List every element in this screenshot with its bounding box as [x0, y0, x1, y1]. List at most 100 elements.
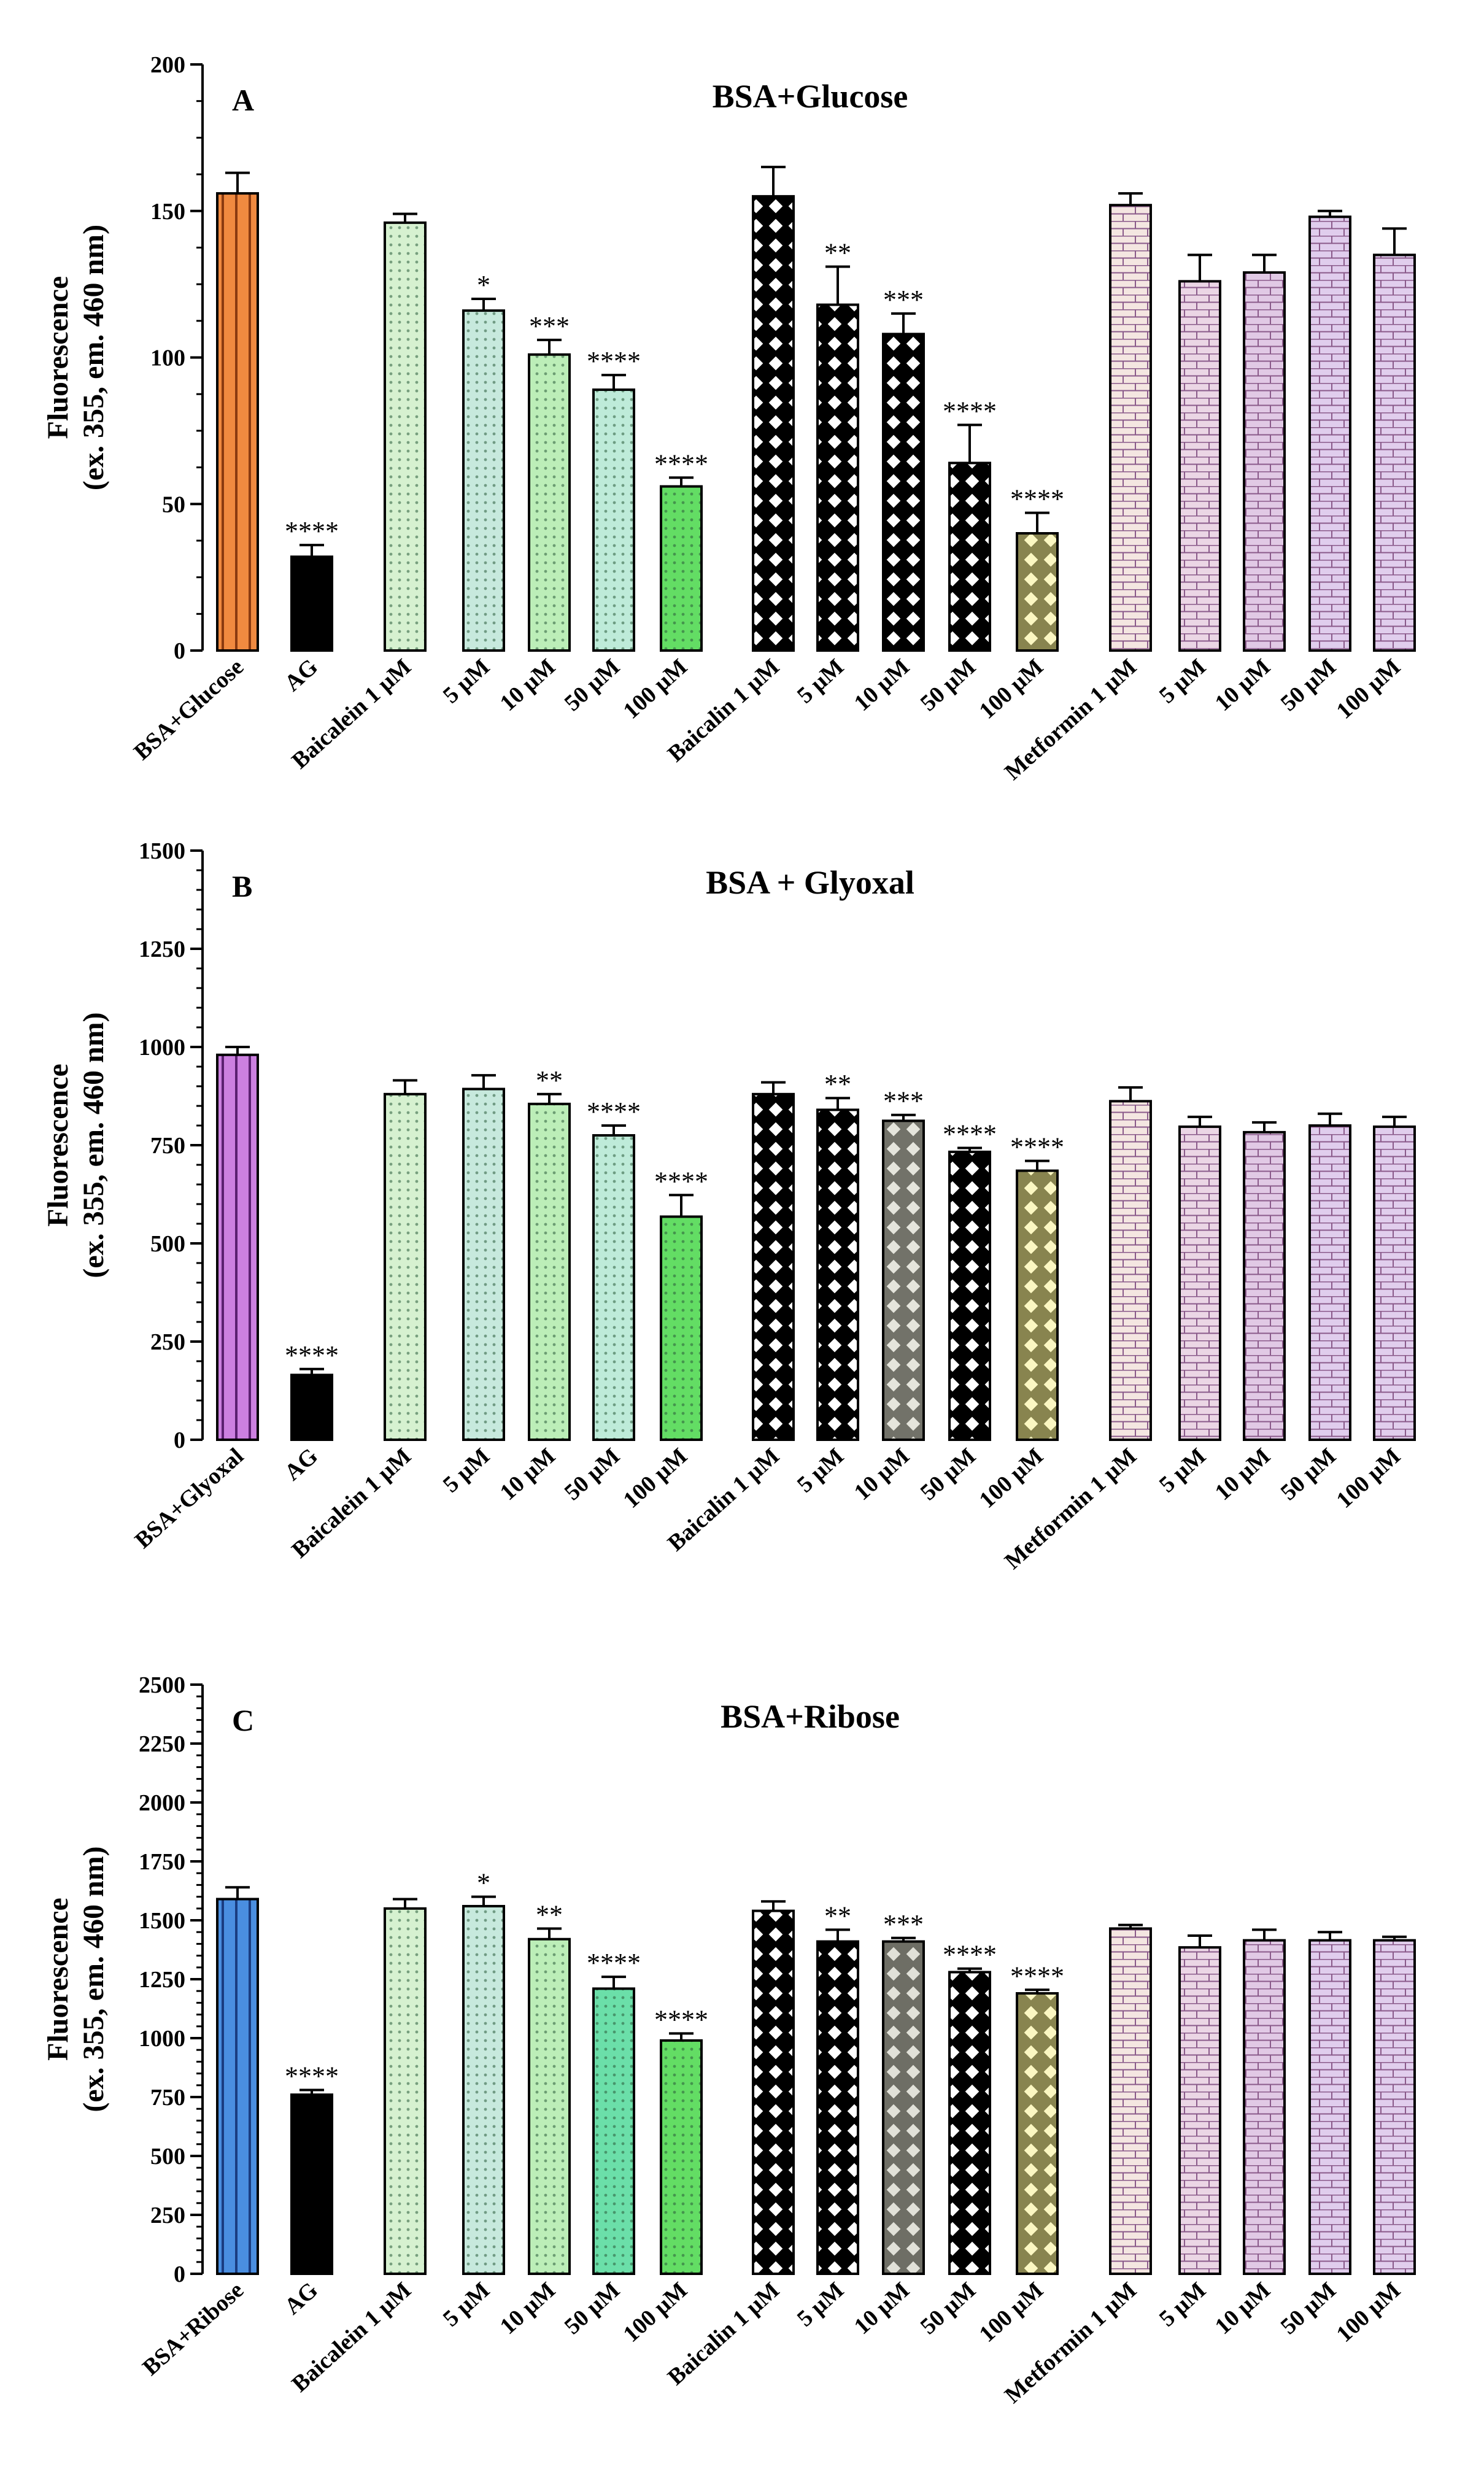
- bar-pattern: [1310, 1940, 1350, 2274]
- y-tick-label: 750: [150, 2085, 185, 2111]
- bar-17: [1373, 1935, 1416, 2275]
- bar-fill: [217, 1899, 258, 2274]
- bar-pattern: [661, 486, 701, 651]
- category-label: 100 µM: [619, 1443, 692, 1513]
- y-tick-label: 0: [174, 1427, 185, 1453]
- bar-pattern: [817, 1941, 858, 2274]
- bar-pattern: [949, 1151, 990, 1440]
- bar-7: [660, 1194, 703, 1441]
- significance-label: *: [477, 270, 490, 300]
- y-tick-label: 1500: [139, 838, 185, 864]
- significance-label: ***: [883, 285, 924, 315]
- bar-4: [462, 298, 505, 652]
- category-label: AG: [280, 654, 323, 696]
- bar-pattern: [1310, 217, 1350, 651]
- bar-fill: [217, 1054, 258, 1440]
- category-label: 100 µM: [1332, 654, 1405, 724]
- significance-label: ****: [285, 516, 339, 546]
- significance-label: ****: [654, 449, 708, 479]
- bar-pattern: [1180, 281, 1220, 651]
- significance-label: ****: [1010, 484, 1064, 514]
- y-axis-label: (ex. 355, em. 460 nm): [77, 1846, 110, 2112]
- bar-fill: [292, 1375, 332, 1440]
- significance-label: **: [536, 1899, 563, 1930]
- bar-8: [752, 1081, 795, 1442]
- significance-label: ****: [654, 2004, 708, 2034]
- bar-tint: [883, 1121, 924, 1440]
- y-tick-label: 100: [150, 346, 185, 371]
- bar-9: [816, 1097, 859, 1441]
- bar-pattern: [385, 1908, 425, 2274]
- y-tick-label: 200: [150, 52, 185, 78]
- bar-16: [1308, 1931, 1351, 2275]
- bar-pattern: [817, 1110, 858, 1440]
- bar-tint: [1017, 1170, 1057, 1440]
- bar-7: [660, 2032, 703, 2276]
- bar-3: [384, 1898, 427, 2276]
- bar-fill: [217, 193, 258, 651]
- category-label: 50 µM: [916, 2277, 981, 2339]
- bar-pattern: [1110, 1101, 1151, 1440]
- category-label: 100 µM: [975, 1443, 1048, 1513]
- bar-pattern: [1244, 272, 1285, 651]
- category-label: AG: [280, 2277, 323, 2319]
- category-label: BSA+Glucose: [129, 654, 249, 765]
- category-label: 100 µM: [619, 2277, 692, 2347]
- bar-16: [1308, 209, 1351, 652]
- significance-label: ****: [285, 1340, 339, 1370]
- bar-11: [948, 423, 991, 652]
- category-label: BSA+Glyoxal: [130, 1443, 249, 1553]
- y-tick-label: 0: [174, 638, 185, 664]
- bar-10: [882, 1113, 925, 1441]
- category-label: 50 µM: [1276, 1443, 1341, 1505]
- y-axis-label: Fluorescence: [42, 1064, 74, 1227]
- bar-1: [216, 171, 259, 652]
- bar-pattern: [593, 1135, 634, 1440]
- category-label: 100 µM: [1332, 2277, 1405, 2347]
- panel-a: 0 50 100 150 200 Fluorescence (ex. 355, em. 46…: [42, 52, 1416, 785]
- significance-label: ***: [883, 1086, 924, 1116]
- significance-label: **: [824, 1901, 851, 1931]
- bar-13: [1109, 192, 1152, 652]
- y-tick-label: 1000: [139, 1035, 185, 1060]
- y-tick-label: 1250: [139, 937, 185, 962]
- panel-c: 0 250 500 750 1000 1250 1500 1750 2000 2250 2500 Fl…: [42, 1672, 1416, 2408]
- y-tick-label: 150: [150, 199, 185, 225]
- category-label: 100 µM: [1332, 1443, 1405, 1513]
- significance-label: **: [536, 1065, 563, 1095]
- y-tick-label: 1250: [139, 1967, 185, 1993]
- bar-pattern: [1110, 205, 1151, 651]
- bar-15: [1243, 1121, 1286, 1441]
- bar-14: [1178, 1934, 1221, 2275]
- category-label: 10 µM: [1210, 1443, 1275, 1505]
- category-label: 10 µM: [849, 654, 914, 716]
- y-tick-label: 2500: [139, 1672, 185, 1698]
- category-label: 5 µM: [438, 1443, 495, 1497]
- category-label: 10 µM: [1210, 654, 1275, 716]
- bar-pattern: [385, 222, 425, 651]
- chart-title: BSA+Ribose: [721, 1698, 900, 1735]
- significance-label: ****: [943, 1940, 997, 1970]
- bar-9: [816, 1928, 859, 2276]
- bar-pattern: [949, 1972, 990, 2274]
- category-label: 10 µM: [849, 2277, 914, 2339]
- bar-4: [462, 1074, 505, 1441]
- bar-14: [1178, 253, 1221, 652]
- significance-label: ****: [1010, 1961, 1064, 1991]
- bar-pattern: [661, 2040, 701, 2274]
- bar-11: [948, 1967, 991, 2275]
- category-label: 50 µM: [560, 654, 625, 716]
- bar-5: [528, 1092, 571, 1442]
- bar-3: [384, 1079, 427, 1442]
- bar-12: [1016, 1988, 1059, 2276]
- significance-label: ***: [883, 1909, 924, 1939]
- category-label: 5 µM: [438, 654, 495, 708]
- bar-pattern: [1110, 1928, 1151, 2274]
- bar-tint: [1017, 533, 1057, 651]
- bar-17: [1373, 227, 1416, 652]
- panel-letter: A: [232, 83, 254, 117]
- significance-label: **: [824, 1069, 851, 1099]
- bar-pattern: [463, 311, 504, 651]
- panel-b: 0 250 500 750 1000 1250 1500 Fluorescence (ex. 3…: [42, 838, 1416, 1574]
